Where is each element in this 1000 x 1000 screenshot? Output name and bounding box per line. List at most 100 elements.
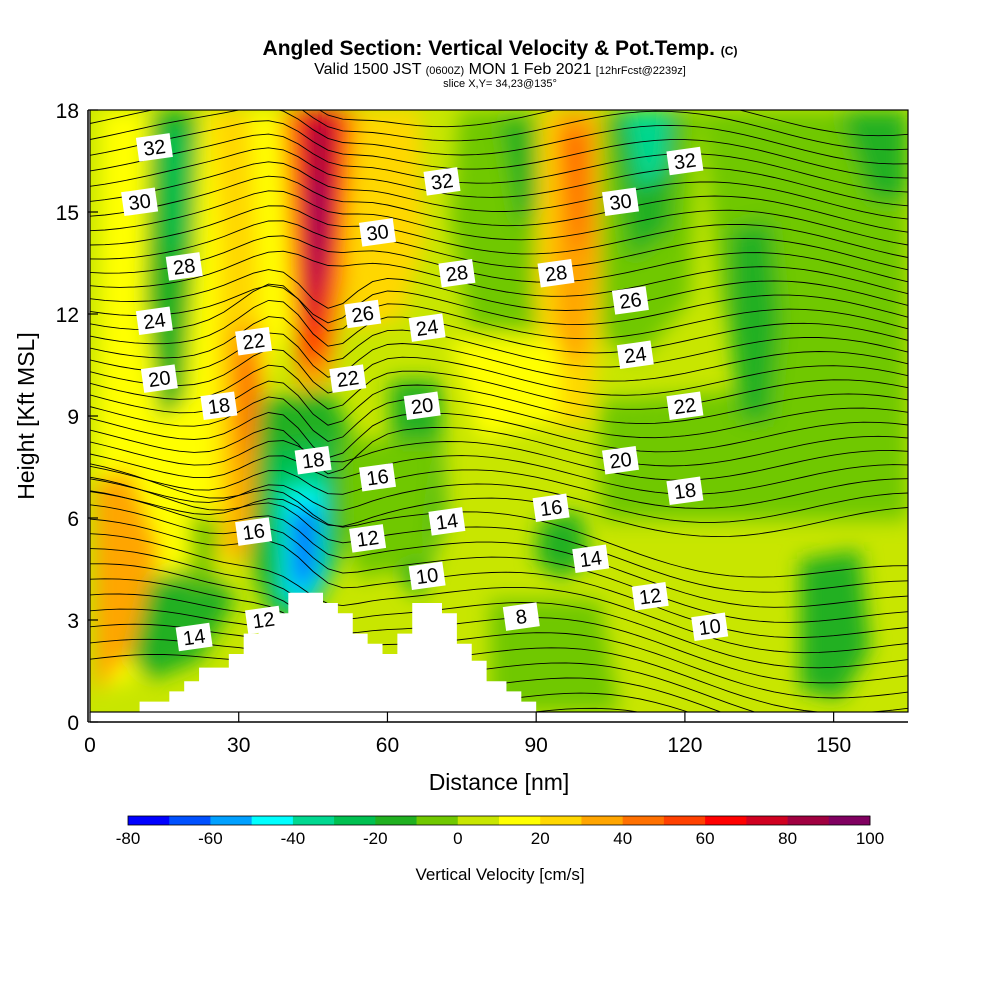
isentrope-line — [90, 396, 908, 442]
forecast-info: [12hrFcst@2239z] — [595, 65, 686, 77]
isentrope-line — [90, 593, 908, 712]
contour-label: 18 — [666, 476, 704, 506]
colorbar-tick-label: 20 — [531, 829, 550, 848]
velocity-region — [800, 550, 870, 700]
contour-label-text: 26 — [350, 303, 375, 328]
colorbar-swatch — [787, 816, 830, 825]
colorbar-swatch — [622, 816, 665, 825]
contour-label-bg — [294, 445, 332, 475]
contour-label-text: 28 — [444, 262, 469, 287]
isentrope-line — [90, 653, 641, 712]
contour-label-text: 30 — [127, 190, 152, 215]
isentrope-line — [90, 110, 908, 151]
contour-label-text: 14 — [578, 547, 603, 572]
colorbar: -80 -60 -40 -20 0 20 40 60 80 100 — [116, 815, 884, 848]
colorbar-swatch — [499, 816, 541, 825]
isentrope-line — [90, 285, 908, 326]
contour-label: 22 — [235, 326, 273, 356]
velocity-region — [340, 440, 440, 580]
y-axis-ticks: 0 3 6 9 12 15 18 — [56, 100, 98, 735]
contour-label-bg — [408, 561, 446, 591]
isentrope-line — [90, 490, 908, 608]
contour-label-text: 32 — [142, 136, 167, 161]
y-tick-label: 3 — [67, 610, 79, 633]
contour-label-text: 18 — [206, 394, 231, 419]
x-tick-label: 90 — [525, 734, 548, 757]
contour-label-bg — [403, 391, 441, 421]
contour-label: 12 — [349, 524, 387, 553]
contour-label: 10 — [691, 612, 729, 642]
isentrope-line — [90, 283, 908, 340]
contour-label-text: 32 — [430, 170, 455, 195]
contour-label-bg — [666, 476, 704, 506]
contour-label-text: 22 — [672, 394, 697, 419]
colorbar-tick-label: -20 — [363, 829, 388, 848]
contour-label: 26 — [611, 286, 649, 315]
colorbar-tick-label: 40 — [613, 829, 632, 848]
isentrope-line — [90, 348, 908, 396]
contour-label-text: 30 — [365, 221, 390, 246]
isentrope-line — [90, 175, 908, 233]
terrain — [90, 592, 908, 722]
colorbar-swatch — [663, 816, 706, 825]
isentrope-line — [90, 205, 908, 258]
colorbar-frame — [127, 815, 871, 826]
y-tick-label: 18 — [56, 100, 79, 123]
contour-label-text: 26 — [618, 289, 643, 314]
x-axis-label: Distance [nm] — [429, 769, 570, 795]
colorbar-swatch — [457, 816, 500, 825]
contour-label: 30 — [121, 187, 159, 217]
contour-label: 20 — [140, 364, 178, 393]
colorbar-swatch — [746, 816, 788, 825]
contour-label-bg — [175, 622, 213, 652]
potential-temperature-contours — [90, 110, 908, 712]
contour-label: 16 — [358, 462, 397, 492]
colorbar-tick-label: -40 — [281, 829, 306, 848]
velocity-region — [296, 512, 314, 585]
contour-label-bg — [423, 167, 461, 196]
contour-label-text: 16 — [539, 496, 564, 521]
contour-label: 24 — [135, 306, 173, 336]
contour-label: 12 — [631, 581, 669, 611]
contour-label-bg — [244, 605, 283, 635]
velocity-shading — [95, 110, 908, 712]
contour-label: 28 — [165, 252, 203, 281]
contour-label-bg — [121, 187, 159, 217]
contour-label-bg — [572, 544, 610, 574]
isentrope-line — [90, 518, 908, 638]
colorbar-swatch — [581, 816, 624, 825]
contour-label-text: 12 — [355, 527, 380, 552]
contour-label-bg — [666, 391, 704, 421]
contour-label-bg — [666, 146, 704, 176]
colorbar-swatch — [128, 816, 170, 825]
contour-label-bg — [532, 493, 570, 523]
contour-label: 24 — [408, 313, 446, 342]
contour-label-bg — [691, 612, 729, 642]
contour-label: 20 — [403, 391, 441, 421]
velocity-region — [650, 600, 770, 712]
contour-label-text: 8 — [514, 606, 528, 629]
contour-label-bg — [165, 252, 203, 281]
contour-label-text: 10 — [697, 615, 722, 640]
contour-label-text: 18 — [301, 449, 326, 474]
isentrope-line — [90, 133, 908, 193]
colorbar-tick-label: 0 — [453, 829, 462, 848]
isentrope-line — [90, 220, 908, 271]
contour-label-bg — [611, 286, 649, 315]
contour-label: 14 — [572, 544, 610, 574]
isentrope-line — [90, 533, 908, 654]
contour-label-text: 28 — [172, 255, 197, 280]
velocity-region — [450, 340, 560, 440]
colorbar-tick-label: -80 — [116, 829, 141, 848]
isentrope-line — [90, 147, 908, 207]
x-tick-label: 150 — [816, 734, 851, 757]
contour-label-bg — [349, 524, 387, 553]
contour-label-text: 12 — [638, 585, 663, 610]
contour-label-text: 20 — [608, 449, 633, 474]
colorbar-label: Vertical Velocity [cm/s] — [415, 865, 584, 884]
contour-label-text: 30 — [608, 190, 633, 215]
isentrope-line — [90, 478, 908, 523]
contour-label-text: 20 — [147, 367, 172, 392]
contour-label-text: 14 — [434, 510, 459, 535]
